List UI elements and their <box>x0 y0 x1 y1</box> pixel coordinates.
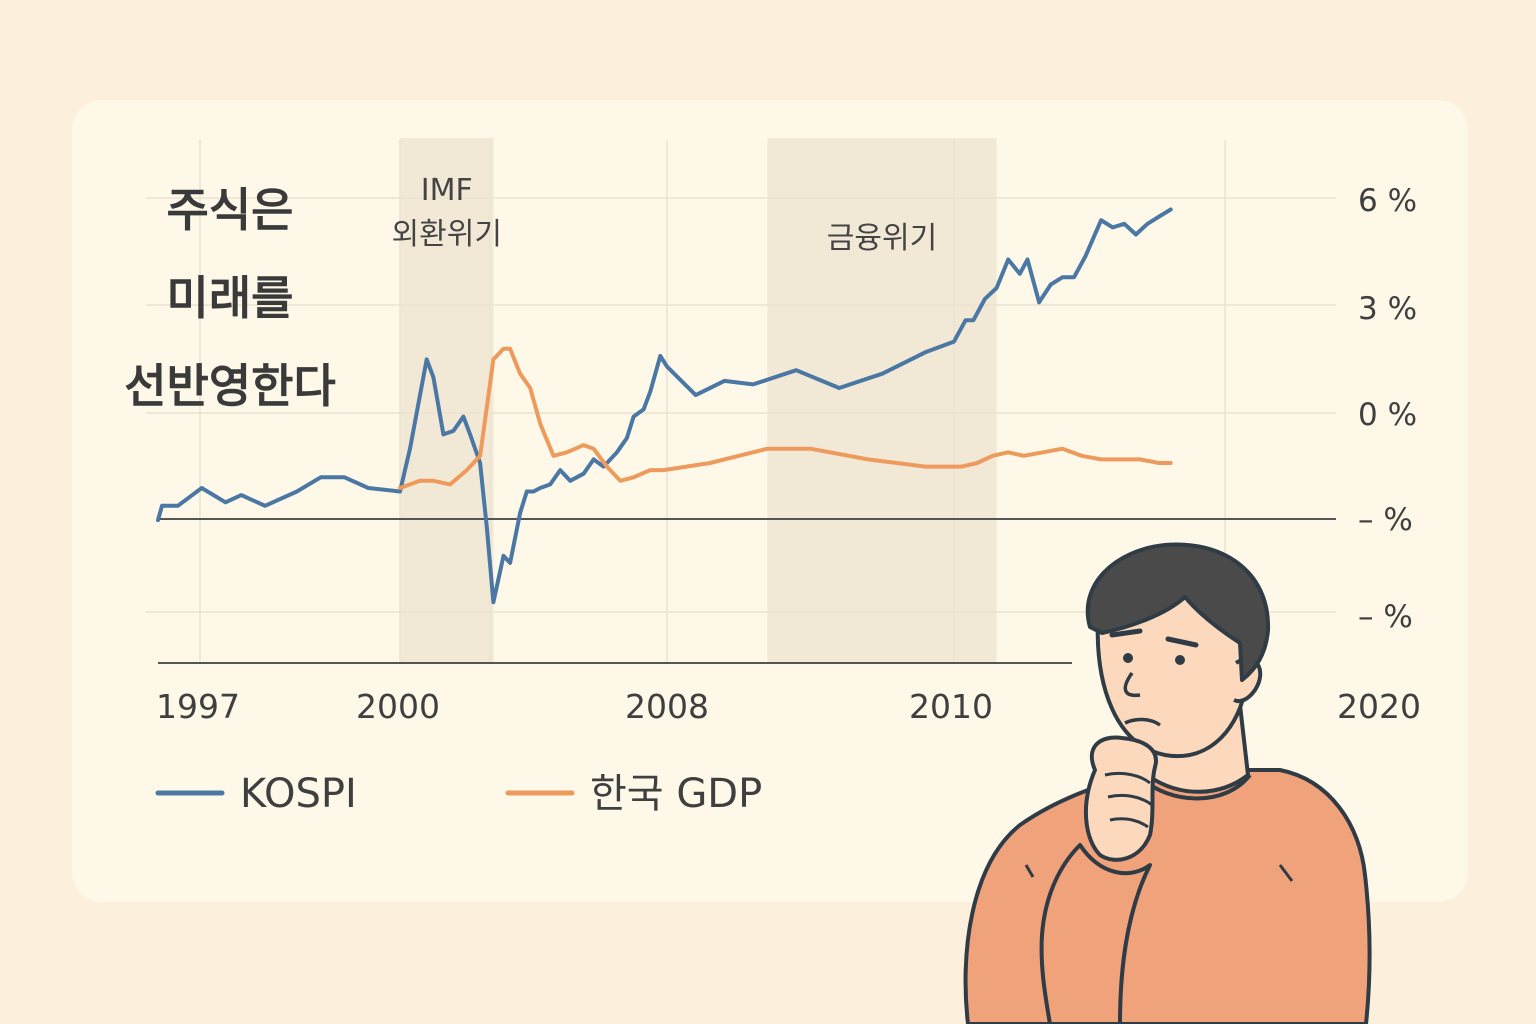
left-eye <box>1123 653 1133 663</box>
y-tick-label: 6 % <box>1358 183 1417 219</box>
right-eyebrow <box>1165 636 1199 648</box>
hand <box>1083 735 1158 862</box>
chart-title-line: 주식은 <box>167 183 294 237</box>
period-label: IMF <box>421 173 473 208</box>
y-tick-labels: 6 % 3 % 0 % – % – % <box>1358 183 1417 635</box>
x-tick-labels: 1997 2000 2008 2010 2020 <box>156 687 1421 726</box>
legend-label: KOSPI <box>240 771 357 817</box>
finger-lines <box>1104 771 1153 829</box>
period-label: 금융위기 <box>827 221 937 256</box>
y-tick-label: – % <box>1358 502 1413 538</box>
right-eye <box>1175 655 1185 665</box>
x-tick-label: 2008 <box>625 687 709 726</box>
sweater-body <box>963 768 1372 1024</box>
x-tick-label: 2000 <box>356 687 440 726</box>
hair <box>1085 542 1271 682</box>
series-line-0 <box>156 207 1173 605</box>
thinking-man-illustration <box>963 542 1372 1024</box>
shaded-period-0 <box>400 138 494 663</box>
left-eyebrow <box>1109 628 1143 638</box>
y-tick-label: – % <box>1358 599 1413 635</box>
y-tick-label: 3 % <box>1358 291 1417 327</box>
shaded-period-1 <box>767 138 997 663</box>
chart-title-line: 미래를 <box>167 271 294 325</box>
shaded-periods <box>400 138 997 663</box>
y-tick-label: 0 % <box>1358 397 1417 433</box>
series-lines <box>156 207 1173 605</box>
period-label: 외환위기 <box>392 217 502 252</box>
x-tick-label: 2010 <box>909 687 993 726</box>
legend-label: 한국 GDP <box>590 771 762 817</box>
legend: KOSPI 한국 GDP <box>155 771 762 817</box>
sleeve-fold <box>1024 864 1294 882</box>
series-line-1 <box>398 346 1173 490</box>
chart-card: IMF 외환위기 금융위기 주식은 미래를 선반영한다 6 % 3 % 0 % – % – % … <box>72 100 1468 902</box>
period-labels: IMF 외환위기 금융위기 <box>392 173 938 256</box>
x-tick-label: 1997 <box>156 687 240 726</box>
x-tick-label: 2020 <box>1337 687 1421 726</box>
chart-title-line: 선반영한다 <box>124 359 336 413</box>
mouth <box>1124 717 1162 727</box>
nose <box>1123 671 1141 698</box>
